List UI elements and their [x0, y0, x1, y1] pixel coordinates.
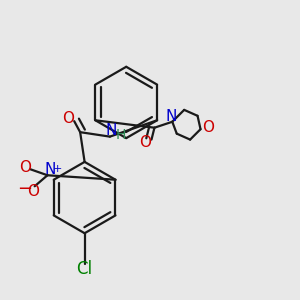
Text: O: O	[19, 160, 31, 175]
Text: −: −	[18, 180, 33, 198]
Text: N: N	[106, 123, 117, 138]
Text: H: H	[116, 128, 126, 142]
Text: Cl: Cl	[76, 260, 93, 278]
Text: O: O	[140, 135, 152, 150]
Text: +: +	[52, 164, 62, 174]
Text: N: N	[165, 109, 176, 124]
Text: O: O	[62, 111, 74, 126]
Text: N: N	[44, 162, 56, 177]
Text: O: O	[27, 184, 39, 199]
Text: O: O	[202, 120, 214, 135]
